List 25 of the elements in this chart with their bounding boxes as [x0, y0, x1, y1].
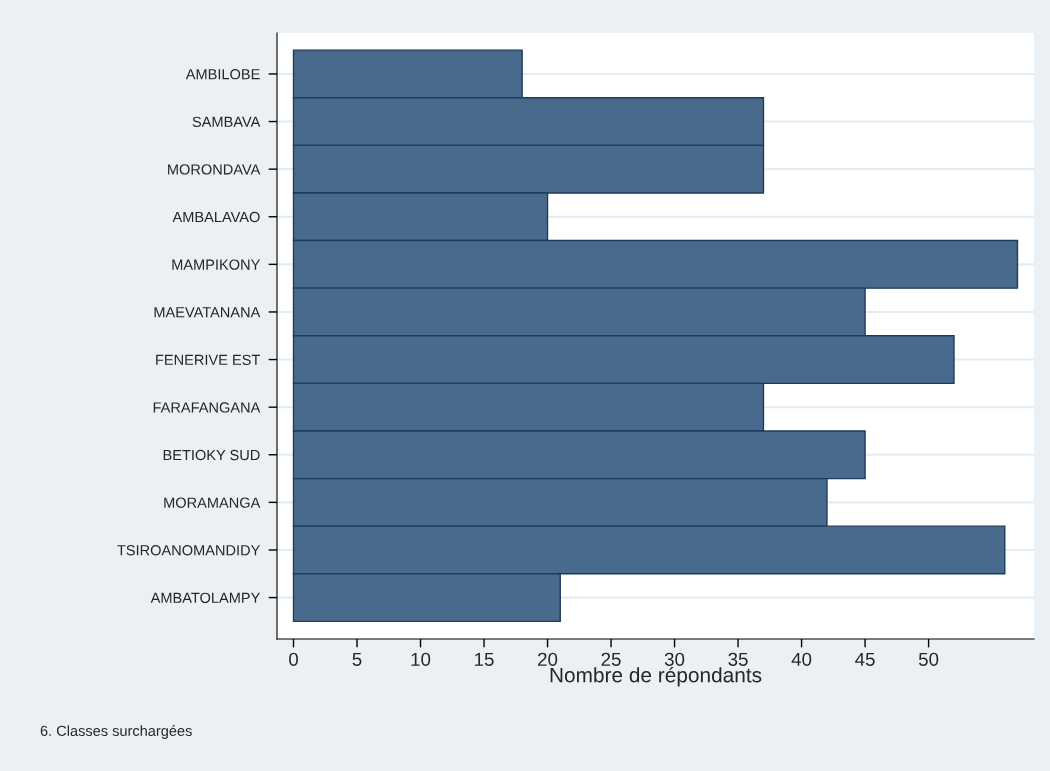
- text: 6. Classes surchargées: [40, 725, 192, 739]
- y-tick-label: FARAFANGANA: [153, 402, 261, 413]
- x-tick-label: 20: [538, 652, 558, 666]
- y-tick-label: MORONDAVA: [168, 164, 261, 175]
- x-tick-label: 45: [855, 652, 875, 666]
- x-tick-label: 25: [601, 652, 621, 666]
- x-tick-label: 30: [664, 652, 685, 666]
- x-tick-label: 15: [475, 652, 494, 666]
- x-tick-label: 50: [918, 652, 939, 666]
- y-tick-label: BETIOKY SUD: [163, 449, 260, 461]
- y-tick-label: TSIROANOMANDIDY: [117, 545, 261, 556]
- x-axis-title: Nombre de répondants: [550, 666, 762, 687]
- y-tick-label: MORAMANGA: [164, 497, 261, 508]
- x-tick-label: 0: [289, 652, 298, 666]
- y-tick-label: AMBATOLAMPY: [150, 592, 261, 604]
- y-tick-label: SAMBAVA: [192, 116, 261, 127]
- x-tick-label: 35: [728, 652, 748, 666]
- x-tick-label: 5: [352, 652, 362, 666]
- x-tick-label: 10: [411, 652, 431, 666]
- x-tick-label: 40: [791, 652, 812, 666]
- y-tick-label: AMBILOBE: [185, 69, 260, 80]
- y-tick-label: MAEVATANANA: [154, 307, 261, 318]
- y-tick-label: AMBALAVAO: [172, 211, 260, 223]
- y-tick-label: MAMPIKONY: [172, 259, 261, 270]
- y-tick-label: FENERIVE EST: [156, 354, 260, 365]
